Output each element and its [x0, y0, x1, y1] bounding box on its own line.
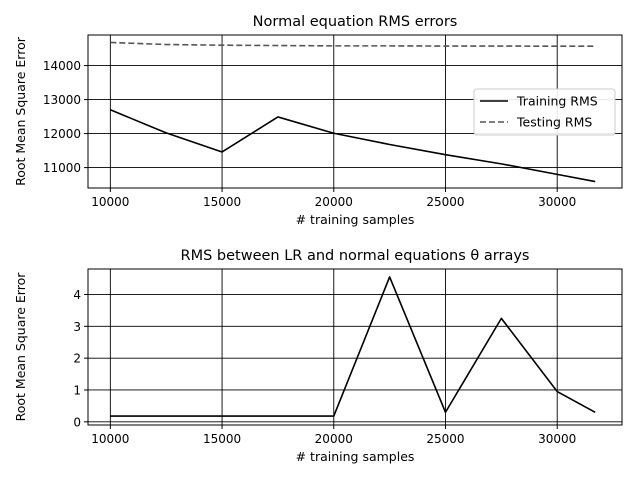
- series-line-0: [110, 109, 596, 183]
- x-tick-label: 25000: [426, 432, 464, 446]
- y-tick-label: 4: [73, 288, 81, 302]
- series-line-0: [110, 276, 596, 417]
- x-axis-label: # training samples: [296, 449, 415, 464]
- x-tick-label: 15000: [203, 432, 241, 446]
- x-tick-label: 20000: [315, 195, 353, 209]
- x-axis-label: # training samples: [296, 212, 415, 227]
- chart-title: RMS between LR and normal equations θ ar…: [181, 248, 530, 264]
- x-tick-label: 30000: [538, 432, 576, 446]
- chart-normal-equation-rms: 10000 15000 20000 25000 30000 11000 12000 13000…: [13, 14, 623, 227]
- y-tick-label: 0: [73, 415, 81, 429]
- plot-frame: [87, 34, 623, 189]
- series-group: [110, 41, 596, 183]
- y-tick-label: 3: [73, 320, 81, 334]
- series-line-1: [110, 41, 596, 48]
- y-tick-label: 2: [73, 352, 81, 366]
- legend-label-training: Training RMS: [516, 94, 598, 109]
- chart-lr-vs-normal-theta-rms: 10000 15000 20000 25000 30000 0 1 2 3 4 RMS betwe…: [13, 248, 623, 464]
- x-tick-label: 25000: [426, 195, 464, 209]
- grid: [88, 269, 622, 425]
- tick-group: 10000 15000 20000 25000 30000 0 1 2 3 4: [73, 288, 576, 446]
- y-tick-label: 13000: [43, 93, 81, 107]
- legend-box: [473, 88, 616, 136]
- x-tick-label: 20000: [315, 432, 353, 446]
- plot-area: [88, 269, 622, 425]
- y-tick-label: 12000: [43, 127, 81, 141]
- y-tick-label: 11000: [43, 161, 81, 175]
- legend-label-testing: Testing RMS: [516, 115, 592, 130]
- plot-frame: [87, 268, 623, 426]
- series-group: [110, 276, 596, 417]
- y-tick-label: 1: [73, 383, 81, 397]
- x-tick-label: 15000: [203, 195, 241, 209]
- chart-title: Normal equation RMS errors: [253, 14, 458, 30]
- y-axis-label: Root Mean Square Error: [13, 272, 28, 422]
- tick-group: 10000 15000 20000 25000 30000 11000 12000 13000…: [43, 59, 576, 209]
- y-tick-label: 14000: [43, 59, 81, 73]
- x-tick-label: 30000: [538, 195, 576, 209]
- x-tick-label: 10000: [91, 432, 129, 446]
- legend: Training RMS Testing RMS: [473, 88, 616, 136]
- x-tick-label: 10000: [91, 195, 129, 209]
- y-axis-label: Root Mean Square Error: [13, 36, 28, 186]
